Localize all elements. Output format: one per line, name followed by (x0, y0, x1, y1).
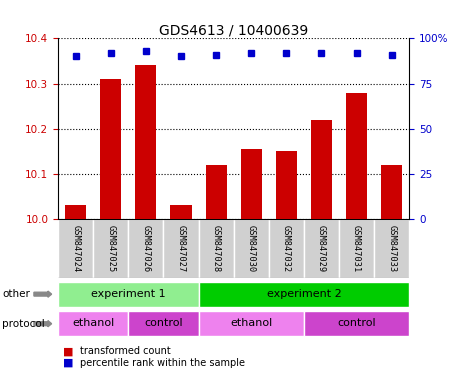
Bar (234, 219, 269, 278)
Bar (199, 282, 409, 306)
Text: GSM847024: GSM847024 (71, 225, 80, 272)
Text: GSM847026: GSM847026 (141, 225, 150, 272)
Bar (128, 311, 199, 336)
Bar (199, 311, 304, 336)
Text: ethanol: ethanol (230, 318, 272, 328)
Text: GSM847030: GSM847030 (247, 225, 256, 272)
Text: control: control (337, 318, 376, 328)
Bar (58, 282, 199, 306)
Bar (171, 205, 192, 219)
Text: ■: ■ (63, 346, 73, 356)
Text: transformed count: transformed count (80, 346, 171, 356)
Bar (381, 165, 402, 219)
Text: protocol: protocol (2, 319, 45, 329)
Text: GSM847033: GSM847033 (387, 225, 396, 272)
Text: ethanol: ethanol (72, 318, 114, 328)
Text: other: other (2, 289, 30, 299)
Bar (346, 93, 367, 219)
Bar (206, 165, 226, 219)
Text: GSM847027: GSM847027 (177, 225, 186, 272)
Text: experiment 2: experiment 2 (266, 289, 341, 299)
Bar (304, 219, 339, 278)
Text: ■: ■ (63, 358, 73, 368)
Bar (65, 205, 86, 219)
Bar (374, 219, 409, 278)
Bar (311, 119, 332, 219)
Bar (241, 149, 262, 219)
Text: percentile rank within the sample: percentile rank within the sample (80, 358, 246, 368)
Bar (135, 66, 156, 219)
Bar (58, 219, 93, 278)
Bar (58, 311, 128, 336)
Bar (100, 79, 121, 219)
Text: GSM847031: GSM847031 (352, 225, 361, 272)
Bar (199, 219, 234, 278)
Bar (304, 311, 409, 336)
Bar (276, 151, 297, 219)
Title: GDS4613 / 10400639: GDS4613 / 10400639 (159, 23, 308, 37)
Bar (269, 219, 304, 278)
Bar (93, 219, 128, 278)
Bar (164, 219, 199, 278)
Bar (128, 219, 164, 278)
Text: GSM847032: GSM847032 (282, 225, 291, 272)
Text: control: control (144, 318, 183, 328)
Bar (339, 219, 374, 278)
Text: GSM847029: GSM847029 (317, 225, 326, 272)
Text: GSM847028: GSM847028 (212, 225, 220, 272)
Text: experiment 1: experiment 1 (91, 289, 166, 299)
Text: GSM847025: GSM847025 (106, 225, 115, 272)
